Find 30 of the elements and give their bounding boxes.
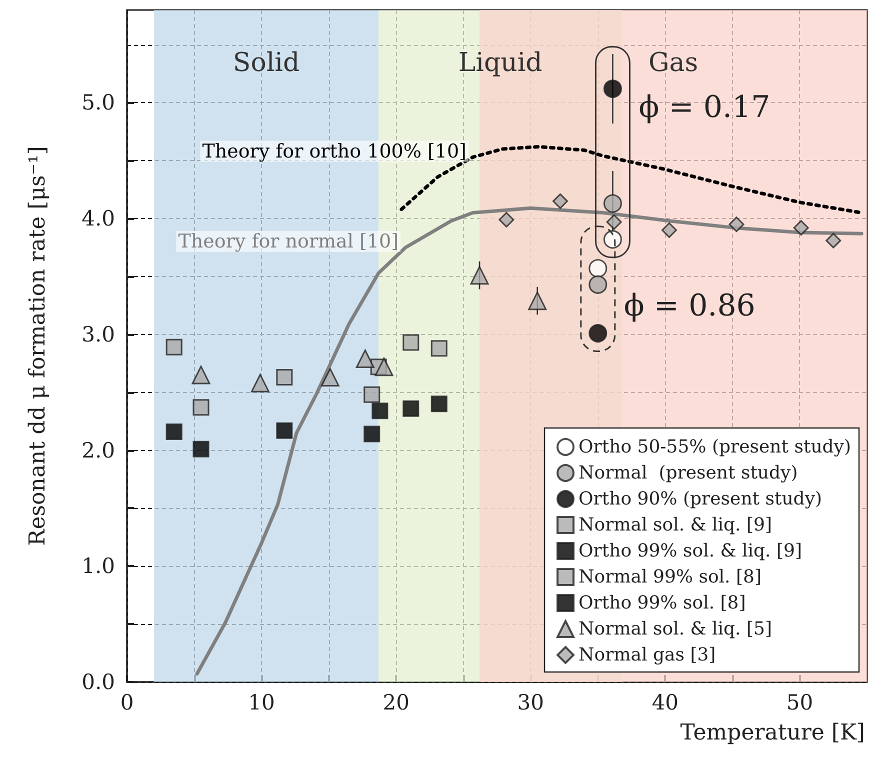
y-tick-label: 3.0: [82, 322, 115, 346]
legend-label: Normal sol. & liq. [5]: [578, 618, 772, 640]
x-tick-label: 0: [120, 690, 134, 714]
annotation: ϕ = 0.17: [638, 90, 770, 125]
x-tick-label: 40: [652, 690, 679, 714]
y-tick-label: 2.0: [82, 438, 115, 462]
y-tick-label: 0.0: [82, 670, 115, 694]
x-tick-label: 20: [382, 690, 410, 714]
legend-label: Normal (present study): [578, 462, 798, 484]
legend-label: Ortho 99% sol. [8]: [578, 592, 746, 614]
legend-label: Normal sol. & liq. [9]: [578, 514, 772, 536]
series-label: Theory for ortho 100% [10]: [202, 140, 466, 162]
y-tick-label: 1.0: [82, 554, 115, 578]
legend-label: Ortho 90% (present study): [578, 488, 822, 510]
legend-label: Normal 99% sol. [8]: [578, 566, 762, 588]
band-label: Gas: [648, 48, 698, 78]
x-axis-title: Temperature [K]: [680, 720, 865, 746]
y-axis-title: Resonant dd μ formation rate [μs⁻¹]: [26, 146, 50, 546]
band-label: Liquid: [458, 48, 542, 78]
x-tick-label: 30: [517, 690, 544, 714]
y-tick-label: 4.0: [82, 206, 115, 231]
annotation: ϕ = 0.86: [624, 288, 756, 324]
series-label: Theory for normal [10]: [178, 230, 399, 253]
band-label: Solid: [232, 48, 300, 78]
legend-label: Ortho 99% sol. & liq. [9]: [578, 540, 802, 562]
y-tick-label: 5.0: [82, 90, 115, 115]
x-tick-label: 50: [786, 690, 814, 714]
legend-label: Ortho 50-55% (present study): [578, 436, 852, 458]
legend-label: Normal gas [3]: [578, 644, 716, 666]
x-tick-label: 10: [248, 690, 275, 714]
